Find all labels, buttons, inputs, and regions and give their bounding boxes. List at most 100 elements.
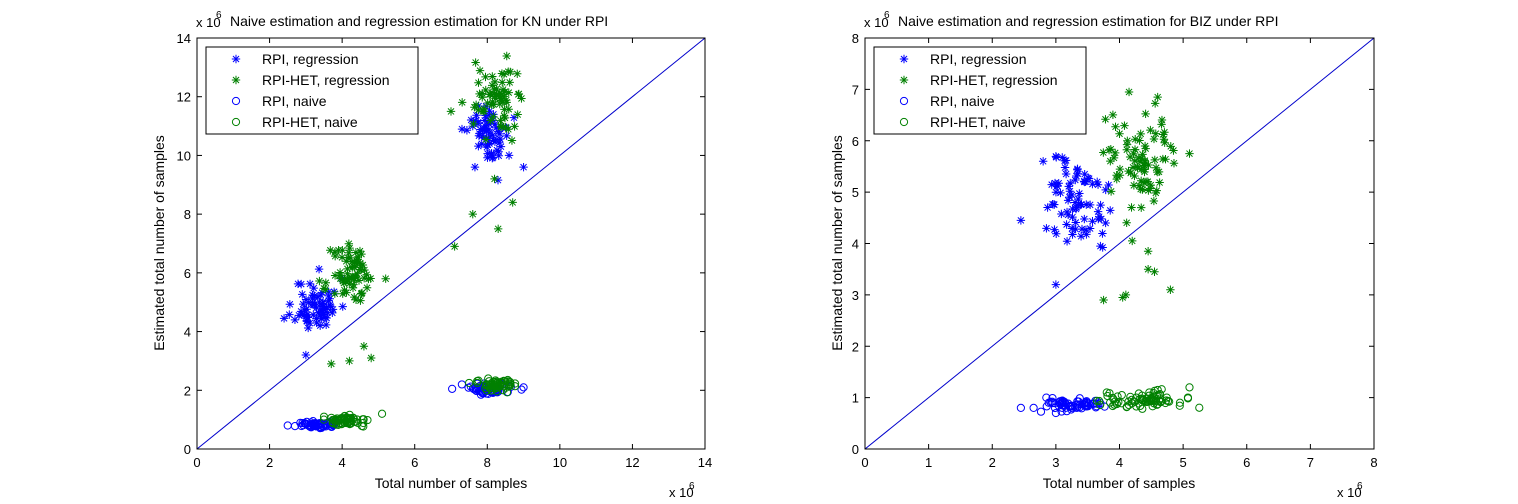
data-point	[1163, 396, 1173, 406]
legend: RPI, regression RPI-HET, regression RPI, n…	[205, 46, 419, 135]
data-point	[353, 252, 363, 262]
data-point	[489, 112, 498, 121]
x-tick-label: 1	[925, 455, 932, 470]
data-point	[1146, 180, 1155, 190]
data-point	[1038, 157, 1048, 166]
data-point	[457, 98, 467, 107]
data-point	[330, 289, 340, 298]
data-point	[312, 318, 321, 328]
data-point	[1063, 196, 1073, 205]
y-tick-label: 8	[852, 31, 859, 46]
data-point	[1122, 218, 1131, 227]
data-point	[328, 305, 338, 314]
data-point	[519, 162, 528, 172]
data-point	[1068, 230, 1077, 239]
data-point	[496, 93, 505, 103]
data-point	[471, 58, 480, 67]
data-point	[1130, 156, 1139, 166]
data-point	[1075, 189, 1084, 198]
data-point	[343, 264, 352, 274]
data-point	[499, 111, 509, 121]
data-point	[495, 99, 504, 109]
data-point	[468, 384, 478, 393]
data-point	[1051, 187, 1061, 197]
data-point	[303, 313, 313, 322]
data-point	[321, 313, 330, 322]
data-point	[1084, 174, 1094, 183]
data-point	[1143, 247, 1153, 256]
data-point	[488, 153, 497, 163]
data-point	[362, 270, 371, 279]
data-point	[1104, 180, 1113, 190]
data-point	[1127, 203, 1136, 212]
y-tick-label: 0	[852, 442, 859, 457]
data-point	[483, 140, 492, 149]
data-point	[446, 107, 456, 116]
data-point	[476, 125, 485, 134]
data-point	[340, 411, 349, 421]
data-point	[504, 151, 514, 160]
data-point	[1149, 196, 1159, 206]
data-point	[1160, 128, 1169, 137]
data-point	[1043, 203, 1052, 212]
data-point	[301, 295, 311, 304]
data-point	[509, 113, 519, 122]
data-point	[1138, 396, 1147, 405]
data-point	[487, 81, 497, 90]
y-tick-label: 1	[852, 391, 859, 406]
x-tick-label: 10	[553, 455, 567, 470]
y-tick-label: 6	[184, 266, 191, 281]
data-point	[473, 385, 482, 394]
data-point	[293, 279, 303, 289]
data-point	[1135, 181, 1144, 190]
data-point	[450, 242, 459, 251]
data-point	[1050, 178, 1060, 188]
data-point	[1143, 264, 1153, 274]
data-point	[1138, 404, 1147, 413]
data-point	[1125, 152, 1135, 162]
data-point	[1136, 129, 1145, 139]
data-point	[1155, 178, 1164, 187]
y-multiplier: x 10	[864, 15, 889, 30]
data-point	[346, 253, 355, 263]
data-point	[474, 105, 483, 115]
data-point	[1091, 403, 1100, 412]
data-point	[1074, 199, 1083, 209]
x-exponent: 6	[1357, 481, 1363, 492]
data-point	[366, 274, 375, 283]
chart-title: Naive estimation and regression estimati…	[898, 13, 1279, 29]
data-point	[231, 96, 241, 106]
data-point	[448, 384, 457, 393]
data-point	[1150, 99, 1160, 108]
data-point	[343, 269, 352, 279]
data-point	[324, 291, 333, 301]
data-point	[1093, 207, 1103, 216]
data-point	[1101, 185, 1110, 195]
data-point	[1072, 171, 1081, 181]
data-point	[312, 314, 321, 323]
data-point	[1076, 200, 1085, 209]
data-point	[1114, 398, 1123, 407]
data-point	[1082, 200, 1091, 209]
data-point	[1106, 156, 1115, 166]
data-point	[481, 381, 491, 390]
data-point	[1115, 129, 1124, 138]
data-point	[344, 239, 354, 248]
data-point	[1056, 188, 1065, 198]
data-point	[1124, 397, 1133, 406]
data-point	[285, 300, 295, 309]
data-point	[475, 129, 484, 138]
data-point	[1085, 224, 1095, 233]
data-point	[1093, 177, 1102, 187]
x-tick-label: 3	[1052, 455, 1059, 470]
data-point	[1146, 125, 1155, 135]
data-point	[481, 121, 490, 131]
data-point	[1104, 145, 1114, 155]
data-point	[319, 310, 328, 319]
data-point	[1052, 229, 1061, 238]
data-point	[478, 106, 488, 116]
data-point	[1092, 396, 1102, 405]
data-point	[297, 310, 307, 319]
data-point	[326, 246, 335, 255]
data-point	[1081, 177, 1090, 186]
